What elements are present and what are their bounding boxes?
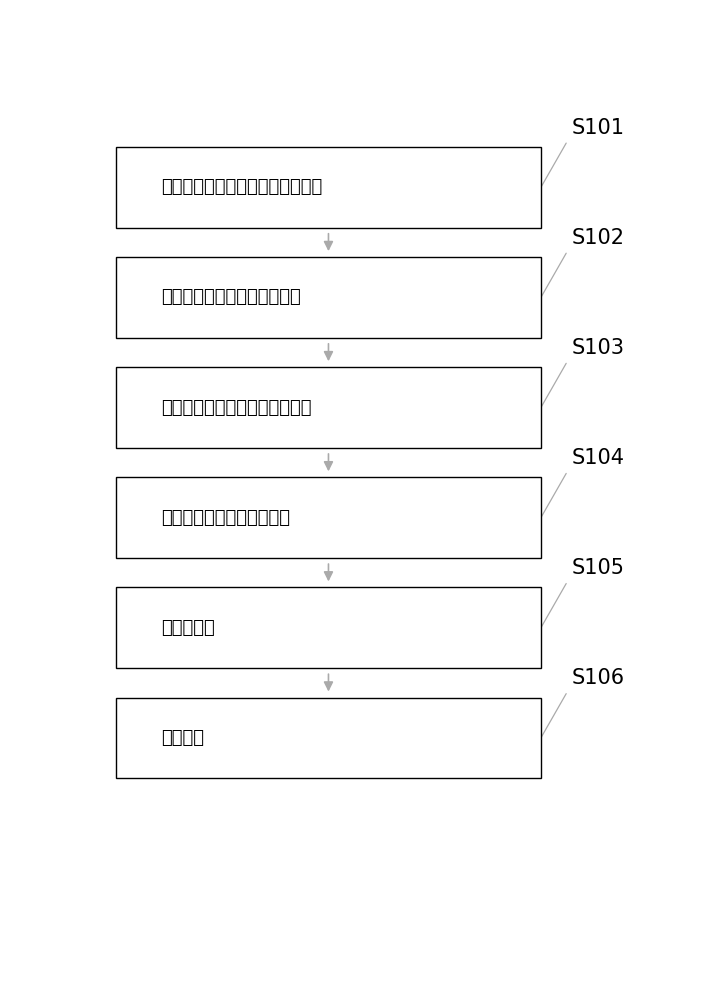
- Text: 使用视检: 使用视检: [161, 729, 204, 747]
- Text: S104: S104: [572, 448, 625, 468]
- Text: S101: S101: [572, 118, 625, 138]
- Bar: [116, 367, 541, 448]
- Bar: [116, 147, 541, 228]
- Text: S106: S106: [572, 668, 625, 688]
- Bar: [116, 477, 541, 558]
- Bar: [116, 587, 541, 668]
- Text: 感应加热负载线圈表面喷涂处理: 感应加热负载线圈表面喷涂处理: [161, 399, 311, 417]
- Text: S102: S102: [572, 228, 625, 248]
- Text: S103: S103: [572, 338, 625, 358]
- Text: S105: S105: [572, 558, 625, 578]
- Text: 感应加热负载线圈绝缘预处理: 感应加热负载线圈绝缘预处理: [161, 288, 301, 306]
- Bar: [116, 257, 541, 338]
- Bar: [116, 698, 541, 778]
- Text: 库存，运输: 库存，运输: [161, 619, 215, 637]
- Text: 感应加热负载线圈绝缘操作前处理: 感应加热负载线圈绝缘操作前处理: [161, 178, 322, 196]
- Text: 感应加热负载线圈绝缘处理: 感应加热负载线圈绝缘处理: [161, 509, 290, 527]
